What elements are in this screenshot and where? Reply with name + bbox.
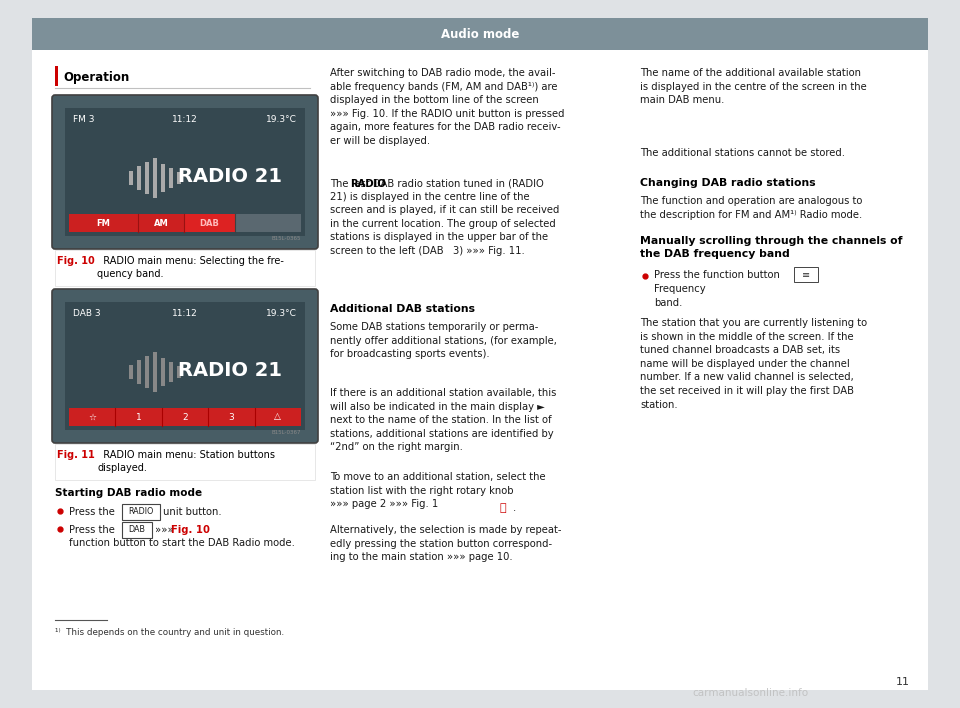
Bar [145, 356, 149, 388]
Bar [169, 168, 173, 188]
Text: B15L-0367: B15L-0367 [272, 430, 301, 435]
Text: RADIO 21: RADIO 21 [178, 360, 282, 379]
Bar [65, 302, 305, 430]
Text: 11: 11 [896, 677, 910, 687]
Text: AM: AM [154, 219, 168, 227]
Bar [65, 108, 305, 236]
Text: Press the: Press the [69, 525, 115, 535]
Text: RADIO: RADIO [129, 508, 154, 517]
Text: ⓣ: ⓣ [500, 503, 507, 513]
Text: The function and operation are analogous to
the description for FM and AM¹⁾ Radi: The function and operation are analogous… [640, 196, 862, 219]
Text: The name of the additional available station
is displayed in the centre of the s: The name of the additional available sta… [640, 68, 867, 105]
Text: The station that you are currently listening to
is shown in the middle of the sc: The station that you are currently liste… [640, 318, 867, 410]
Text: Audio mode: Audio mode [441, 28, 519, 40]
Text: The last DAB radio station tuned in (​RADIO
21) is displayed in the centre line : The last DAB radio station tuned in (​RA… [330, 178, 560, 256]
Text: ¹⁾  This depends on the country and unit in question.: ¹⁾ This depends on the country and unit … [55, 628, 284, 637]
Text: 1: 1 [135, 413, 141, 421]
Text: function button to start the DAB Radio mode.: function button to start the DAB Radio m… [69, 538, 295, 548]
Bar [129, 171, 133, 185]
Text: Manually scrolling through the channels of
the DAB frequency band: Manually scrolling through the channels … [640, 236, 902, 259]
Text: To move to an additional station, select the
station list with the right rotary : To move to an additional station, select… [330, 472, 545, 509]
Text: ☆: ☆ [88, 413, 96, 421]
Text: Starting DAB radio mode: Starting DAB radio mode [55, 488, 203, 498]
Text: 11:12: 11:12 [172, 115, 198, 125]
Text: DAB: DAB [200, 219, 220, 227]
Text: After switching to DAB radio mode, the avail-
able frequency bands (FM, AM and D: After switching to DAB radio mode, the a… [330, 68, 564, 146]
FancyBboxPatch shape [794, 267, 818, 282]
Text: DAB 3: DAB 3 [73, 309, 101, 319]
FancyBboxPatch shape [52, 289, 318, 443]
Bar [153, 352, 157, 392]
Bar [177, 366, 181, 378]
Text: FM 3: FM 3 [73, 115, 94, 125]
Bar [161, 358, 165, 386]
Text: Press the: Press the [69, 507, 115, 517]
Text: »»»: »»» [155, 525, 174, 535]
Text: The additional stations cannot be stored.: The additional stations cannot be stored… [640, 148, 845, 158]
Bar [32, 18, 928, 50]
Text: Fig. 11: Fig. 11 [57, 450, 95, 460]
Bar [55, 444, 315, 480]
Bar [235, 214, 301, 232]
Text: unit button.: unit button. [163, 507, 222, 517]
Text: RADIO: RADIO [350, 179, 386, 189]
Bar [137, 166, 141, 190]
FancyBboxPatch shape [52, 95, 318, 249]
Bar [137, 360, 141, 384]
Text: Additional DAB stations: Additional DAB stations [330, 304, 475, 314]
Text: 2: 2 [182, 413, 188, 421]
Text: Press the function button: Press the function button [654, 270, 780, 280]
Bar [184, 214, 235, 232]
Bar [55, 250, 315, 286]
Text: 3: 3 [228, 413, 234, 421]
Text: Operation: Operation [63, 72, 130, 84]
Bar [145, 162, 149, 194]
Text: 19.3°C: 19.3°C [266, 309, 297, 319]
Text: Alternatively, the selection is made by repeat-
edly pressing the station button: Alternatively, the selection is made by … [330, 525, 562, 562]
Text: Frequency
band.: Frequency band. [654, 284, 706, 307]
Bar [169, 362, 173, 382]
Text: ≡: ≡ [802, 270, 810, 280]
FancyBboxPatch shape [122, 522, 152, 538]
Text: 11:12: 11:12 [172, 309, 198, 319]
Text: .: . [513, 503, 516, 513]
Text: Fig. 10: Fig. 10 [57, 256, 95, 266]
Text: Changing DAB radio stations: Changing DAB radio stations [640, 178, 816, 188]
Text: RADIO main menu: Selecting the fre-
quency band.: RADIO main menu: Selecting the fre- quen… [97, 256, 284, 279]
FancyBboxPatch shape [122, 504, 160, 520]
Text: 19.3°C: 19.3°C [266, 115, 297, 125]
Text: DAB: DAB [129, 525, 146, 535]
Text: RADIO main menu: Station buttons
displayed.: RADIO main menu: Station buttons display… [97, 450, 275, 473]
Text: FM: FM [97, 219, 110, 227]
Bar [177, 172, 181, 184]
Text: If there is an additional station available, this
will also be indicated in the : If there is an additional station availa… [330, 388, 557, 452]
Bar [129, 365, 133, 379]
Text: RADIO 21: RADIO 21 [178, 166, 282, 185]
Text: Fig. 10: Fig. 10 [171, 525, 210, 535]
Bar [55, 66, 58, 86]
Bar [153, 158, 157, 198]
Text: B15L-0365: B15L-0365 [272, 236, 301, 241]
Bar [69, 214, 138, 232]
Bar [69, 408, 301, 426]
Bar [161, 164, 165, 192]
Bar [138, 214, 184, 232]
Text: △: △ [275, 413, 281, 421]
Text: Some DAB stations temporarily or perma-
nently offer additional stations, (for e: Some DAB stations temporarily or perma- … [330, 322, 557, 359]
Text: carmanualsonline.info: carmanualsonline.info [692, 688, 808, 698]
